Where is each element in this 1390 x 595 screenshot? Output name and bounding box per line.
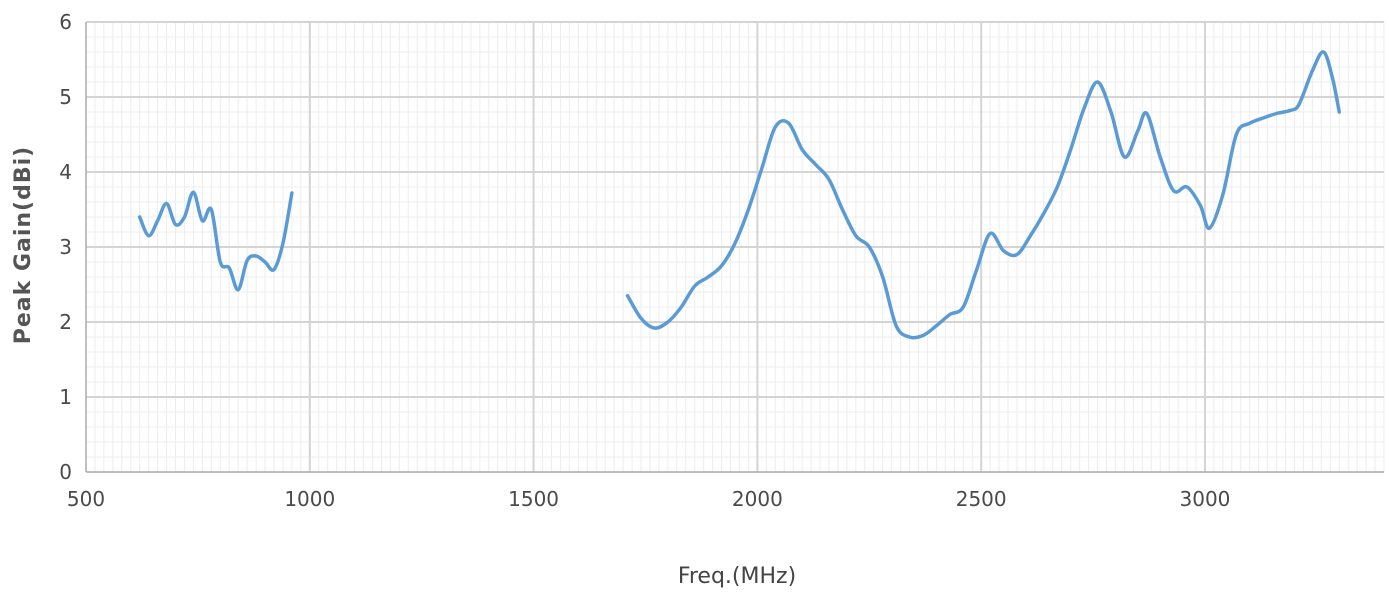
y-tick-label: 1 <box>59 385 72 409</box>
x-tick-label: 2000 <box>732 487 783 511</box>
series-line-1 <box>137 190 294 292</box>
tick-labels: 500 1000 1500 2000 2500 3000 0 1 2 3 4 5 6 <box>59 10 1230 511</box>
y-tick-label: 5 <box>59 85 72 109</box>
y-tick-label: 0 <box>59 460 72 484</box>
y-tick-label: 3 <box>59 235 72 259</box>
x-tick-label: 3000 <box>1180 487 1231 511</box>
x-axis-title: Freq.(MHz) <box>678 564 796 589</box>
y-axis-title: Peak Gain(dBi) <box>11 146 36 344</box>
axes <box>85 22 1384 473</box>
series-line-2 <box>625 50 1341 340</box>
y-tick-label: 4 <box>59 160 72 184</box>
x-tick-label: 1500 <box>508 487 559 511</box>
x-tick-label: 1000 <box>284 487 335 511</box>
x-tick-label: 500 <box>67 487 105 511</box>
y-tick-label: 6 <box>59 10 72 34</box>
x-tick-label: 2500 <box>956 487 1007 511</box>
y-tick-label: 2 <box>59 310 72 334</box>
grid <box>86 21 1385 472</box>
series-layer <box>137 50 1341 340</box>
